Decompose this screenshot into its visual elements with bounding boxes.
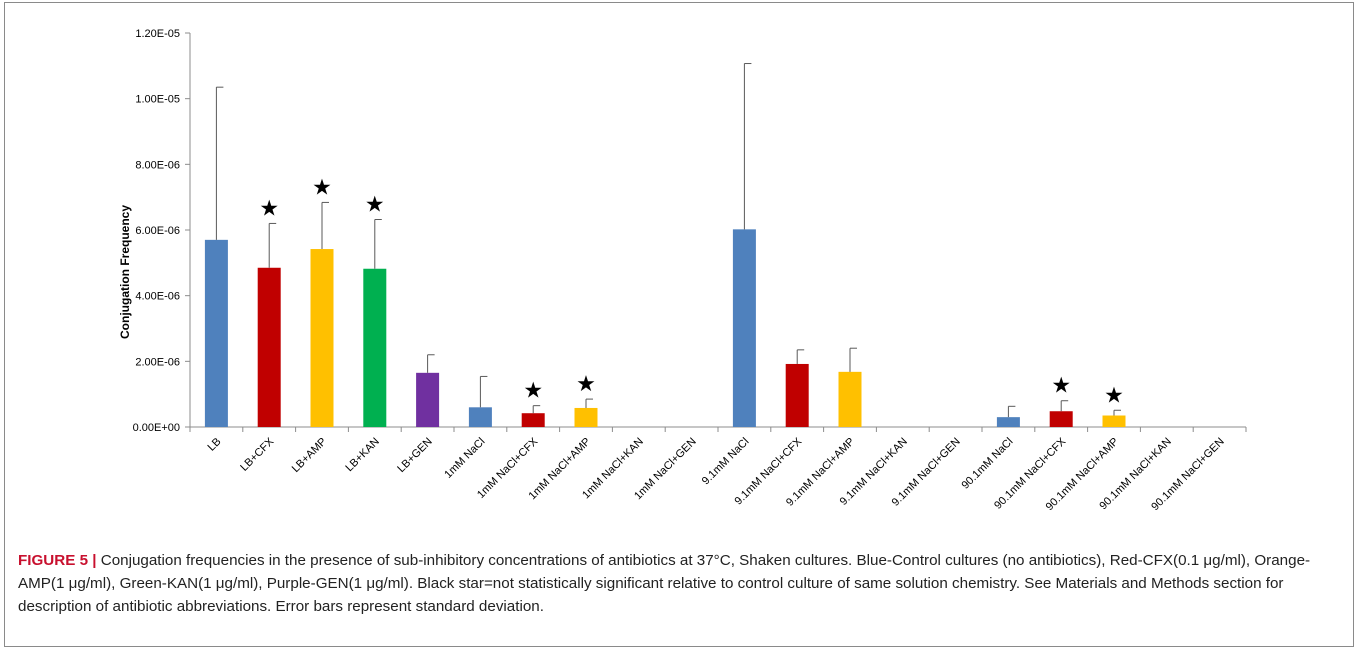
x-tick-label: LB+AMP bbox=[290, 436, 329, 475]
caption-text: Conjugation frequencies in the presence … bbox=[18, 552, 1311, 615]
y-tick-label: 0.00E+00 bbox=[133, 422, 180, 434]
bar bbox=[310, 249, 334, 427]
x-tick-label: LB+CFX bbox=[238, 435, 277, 474]
significance-star: ★ bbox=[1104, 383, 1124, 408]
bars-layer: LB★LB+CFX★LB+AMP★LB+KAN LB+GEN 1mM NaCl★1m… bbox=[204, 63, 1227, 513]
x-tick-label: 1mM NaCl bbox=[442, 436, 487, 481]
y-tick-label: 1.20E-05 bbox=[135, 28, 180, 40]
x-tick-label: 9.1mM NaCl bbox=[700, 436, 752, 488]
bar bbox=[996, 417, 1020, 427]
significance-star: ★ bbox=[576, 372, 596, 397]
significance-star: ★ bbox=[259, 196, 279, 221]
y-tick-label: 1.00E-05 bbox=[135, 94, 180, 106]
bar bbox=[1049, 411, 1073, 427]
bar bbox=[785, 363, 809, 427]
bar bbox=[838, 371, 862, 427]
y-tick-label: 6.00E-06 bbox=[135, 225, 180, 237]
bar bbox=[257, 267, 281, 427]
bar bbox=[521, 413, 545, 427]
axis-layer: 0.00E+00 2.00E-06 4.00E-06 6.00E-06 8.00E-06… bbox=[133, 28, 1247, 434]
bar bbox=[416, 372, 440, 427]
bar bbox=[204, 239, 228, 427]
significance-star: ★ bbox=[523, 379, 543, 404]
bar bbox=[732, 229, 756, 427]
x-tick-label: LB bbox=[206, 436, 224, 454]
caption-lead: FIGURE 5 | bbox=[18, 552, 97, 569]
y-tick-label: 2.00E-06 bbox=[135, 356, 180, 368]
figure-frame bbox=[4, 2, 1354, 647]
bar bbox=[363, 268, 387, 427]
x-tick-label: LB+GEN bbox=[395, 436, 434, 475]
x-tick-label: LB+KAN bbox=[343, 436, 382, 475]
bar bbox=[468, 407, 492, 427]
y-axis-label: Conjugation Frequency bbox=[118, 205, 132, 339]
y-tick-label: 8.00E-06 bbox=[135, 159, 180, 171]
significance-star: ★ bbox=[365, 192, 385, 217]
bar bbox=[1102, 415, 1126, 427]
y-tick-label: 4.00E-06 bbox=[135, 291, 180, 303]
figure-caption: FIGURE 5 | Conjugation frequencies in th… bbox=[18, 549, 1338, 618]
bar-chart: 0.00E+00 2.00E-06 4.00E-06 6.00E-06 8.00E-06… bbox=[118, 28, 1247, 513]
x-tick-label: 90.1mM NaCl bbox=[959, 436, 1015, 492]
bar bbox=[574, 407, 598, 427]
significance-star: ★ bbox=[1051, 374, 1071, 399]
significance-star: ★ bbox=[312, 175, 332, 200]
